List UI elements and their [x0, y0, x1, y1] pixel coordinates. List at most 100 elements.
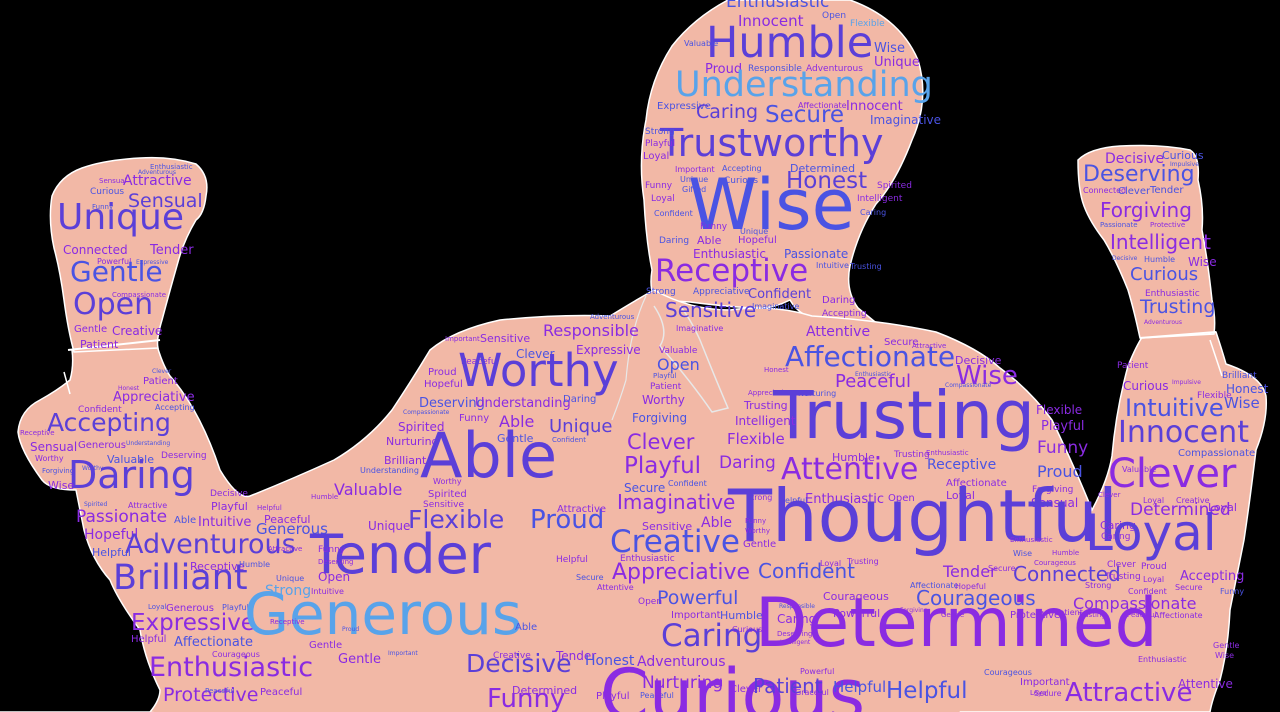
- cloud-word: Intuitive: [816, 261, 849, 270]
- cloud-word: Connected: [1013, 562, 1121, 586]
- cloud-word: Innocent: [738, 12, 804, 30]
- cloud-word: Curious: [1162, 149, 1204, 162]
- cloud-word: Deserving: [161, 451, 207, 461]
- cloud-word: Secure: [765, 102, 845, 128]
- cloud-word: Appreciative: [113, 390, 195, 405]
- cloud-word: Powerful: [657, 587, 739, 609]
- cloud-word: Affectionate: [798, 101, 847, 110]
- cloud-word: Expressive: [576, 343, 641, 357]
- cloud-word: Affectionate: [946, 478, 1007, 489]
- cloud-word: Decisive: [466, 649, 572, 678]
- cloud-word: Honest: [764, 366, 789, 374]
- cloud-word: Peaceful: [835, 371, 912, 392]
- cloud-word: Gentle: [497, 432, 534, 445]
- cloud-word: Sensitive: [665, 298, 757, 322]
- cloud-word: Courageous: [823, 590, 889, 603]
- cloud-word: Worthy: [745, 527, 770, 535]
- cloud-word: Playful: [211, 500, 248, 513]
- cloud-word: Strong: [746, 493, 773, 502]
- cloud-word: Decisive: [955, 354, 1002, 367]
- cloud-word: Enthusiastic: [726, 0, 830, 12]
- cloud-word: Open: [318, 570, 351, 584]
- cloud-word: Adventurous: [637, 654, 726, 670]
- cloud-word: Important: [388, 650, 418, 657]
- cloud-word: Daring: [68, 453, 195, 497]
- cloud-word: Compassionate: [945, 382, 992, 389]
- cloud-word: Intuitive: [198, 515, 252, 530]
- cloud-word: Receptive: [927, 457, 997, 473]
- cloud-word: Caring: [1100, 519, 1136, 532]
- cloud-word: Worthy: [458, 344, 619, 397]
- cloud-word: Decisive: [1112, 255, 1138, 262]
- cloud-word: Sensual: [30, 440, 78, 454]
- cloud-word: Helpful: [833, 678, 887, 696]
- cloud-word: Honest: [1226, 382, 1269, 396]
- cloud-word: Unique: [740, 227, 769, 236]
- cloud-word: Determined: [512, 684, 578, 697]
- cloud-word: Trusting: [847, 557, 879, 566]
- cloud-word: Able: [499, 412, 535, 431]
- cloud-word: Wise: [956, 361, 1018, 391]
- cloud-word: Spirited: [428, 489, 467, 500]
- cloud-word: Gentle: [74, 324, 108, 335]
- cloud-word: Hopeful: [738, 235, 777, 246]
- cloud-word: Enthusiastic: [1138, 655, 1187, 664]
- cloud-word: Creative: [610, 524, 740, 560]
- cloud-word: Proud: [530, 505, 605, 535]
- cloud-word: Tender: [556, 649, 597, 663]
- cloud-word: Spirited: [398, 420, 445, 434]
- cloud-word: Funny: [459, 413, 490, 424]
- cloud-word: Daring: [659, 236, 690, 246]
- cloud-word: Open: [822, 11, 847, 21]
- cloud-word: Peaceful: [260, 687, 303, 698]
- cloud-word: Adventurous: [806, 64, 863, 74]
- cloud-word: Patient: [80, 338, 119, 351]
- cloud-word: Protective: [163, 684, 259, 706]
- left-cuff-line: [67, 339, 161, 351]
- cloud-word: Receptive: [190, 560, 245, 573]
- cloud-word: Secure: [884, 337, 919, 348]
- cloud-word: Sensitive: [480, 332, 531, 345]
- cloud-word: Attractive: [1065, 678, 1193, 708]
- cloud-word: Innocent: [846, 99, 903, 114]
- cloud-word: Tender: [310, 523, 491, 586]
- cloud-word: Trusting: [773, 377, 1035, 454]
- cloud-word: Attractive: [557, 504, 607, 515]
- cloud-word: Powerful: [833, 607, 881, 620]
- cloud-word: Playful: [1041, 419, 1085, 434]
- cloud-word: Thoughtful: [728, 474, 1118, 558]
- cloud-word: Curious: [90, 187, 125, 197]
- cloud-word: Unique: [874, 55, 920, 70]
- cloud-word: Patient: [650, 382, 682, 392]
- cloud-word: Gentle: [338, 652, 382, 667]
- cloud-word: Connected: [63, 243, 128, 257]
- cloud-word: Valuable: [659, 346, 698, 356]
- cloud-word: Patient: [1117, 361, 1149, 371]
- cloud-word: Creative: [112, 324, 163, 338]
- silhouette-body: [0, 289, 1268, 712]
- cloud-word: Generous: [256, 520, 328, 538]
- cloud-word: Helpful: [92, 546, 131, 559]
- cloud-word: Loyal: [1085, 504, 1217, 562]
- cloud-word: Nurturing: [386, 435, 439, 448]
- cloud-word: Responsible: [543, 321, 639, 340]
- cloud-word: Understanding: [475, 396, 571, 411]
- cloud-word: Helpful: [556, 555, 588, 565]
- cloud-word: Flexible: [1197, 391, 1232, 401]
- cloud-word: Tender: [943, 562, 997, 581]
- silhouette-torso: [150, 600, 960, 712]
- cloud-word: Enthusiastic: [620, 554, 675, 564]
- cloud-word: Creative: [493, 651, 531, 661]
- collar-outline: [611, 295, 647, 421]
- cloud-word: Clever: [1098, 491, 1121, 499]
- cloud-word: Connected: [1083, 186, 1127, 195]
- cloud-word: Able: [515, 622, 538, 633]
- cloud-word: Intelligent: [1110, 230, 1211, 254]
- cloud-word: Enthusiastic: [926, 449, 969, 457]
- cloud-word: Appreciative: [693, 287, 750, 297]
- cloud-word: Helpful: [257, 504, 282, 512]
- cloud-word: Strong: [265, 583, 312, 599]
- cloud-word: Secure: [576, 573, 604, 582]
- cloud-word: Secure: [624, 481, 666, 495]
